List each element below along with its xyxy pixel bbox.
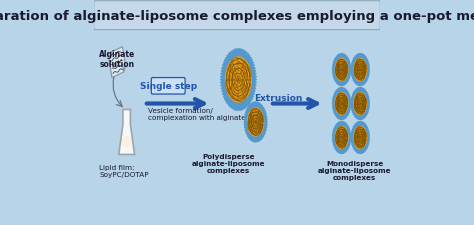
PathPatch shape — [108, 47, 126, 78]
Polygon shape — [351, 122, 369, 154]
Polygon shape — [351, 54, 369, 86]
Circle shape — [354, 59, 366, 81]
Text: Preparation of alginate-liposome complexes employing a one-pot method: Preparation of alginate-liposome complex… — [0, 10, 474, 22]
Polygon shape — [244, 103, 267, 142]
Text: Lipid film:
SoyPC/DOTAP: Lipid film: SoyPC/DOTAP — [100, 165, 149, 178]
Circle shape — [335, 93, 348, 115]
Circle shape — [335, 59, 348, 81]
Text: Monodisperse
alginate-liposome
complexes: Monodisperse alginate-liposome complexes — [318, 161, 391, 181]
PathPatch shape — [119, 110, 135, 155]
Circle shape — [354, 127, 366, 149]
Polygon shape — [332, 88, 351, 120]
Text: Alginate
solution: Alginate solution — [100, 50, 136, 69]
Text: Single step: Single step — [140, 82, 197, 91]
Circle shape — [335, 127, 348, 149]
Polygon shape — [351, 88, 369, 120]
Polygon shape — [221, 50, 256, 111]
Wedge shape — [120, 135, 133, 148]
Circle shape — [247, 108, 264, 136]
Polygon shape — [332, 122, 351, 154]
Polygon shape — [332, 54, 351, 86]
Text: Extrusion: Extrusion — [255, 93, 303, 102]
Circle shape — [354, 93, 366, 115]
FancyBboxPatch shape — [151, 78, 185, 94]
Text: Vesicle formation/
complexation with alginate: Vesicle formation/ complexation with alg… — [148, 108, 246, 120]
Text: Polydisperse
alginate-liposome
complexes: Polydisperse alginate-liposome complexes — [191, 154, 265, 174]
Circle shape — [226, 58, 251, 103]
PathPatch shape — [123, 67, 126, 73]
FancyBboxPatch shape — [94, 2, 380, 31]
